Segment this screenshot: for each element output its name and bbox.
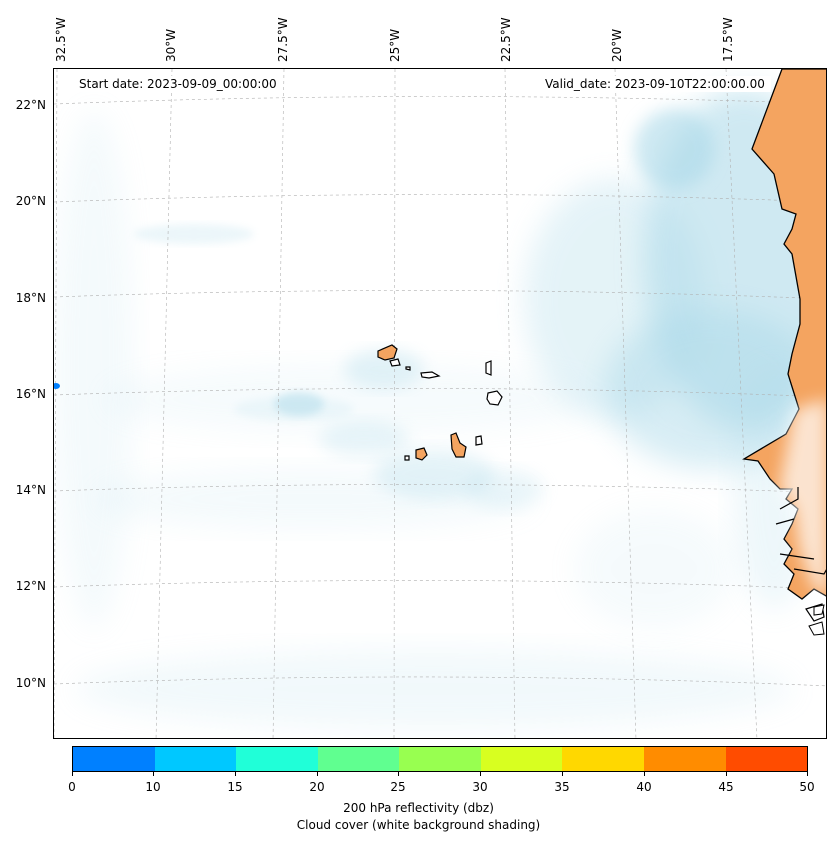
lon-label-25w: 25°W xyxy=(388,28,402,62)
colorbar-tick-mark xyxy=(726,772,727,776)
colorbar-tick-mark xyxy=(235,772,236,776)
coast-detail-outline xyxy=(775,487,826,622)
colorbar-tick-mark xyxy=(153,772,154,776)
lon-label-17-5w: 17.5°W xyxy=(721,17,735,62)
valid-date-label: Valid_date: 2023-09-10T22:00:00.00 xyxy=(539,76,771,92)
colorbar-tick-mark xyxy=(644,772,645,776)
colorbar-tick-mark xyxy=(480,772,481,776)
colorbar-tick-mark xyxy=(398,772,399,776)
lat-label-18n: 18°N xyxy=(15,291,46,305)
lon-label-20w: 20°W xyxy=(610,28,624,62)
island-santa-luzia xyxy=(405,366,411,371)
cloud-cover-shading xyxy=(54,89,826,729)
colorbar-tick-label: 45 xyxy=(718,780,734,794)
map-panel[interactable] xyxy=(53,68,827,739)
lon-label-32-5w: 32.5°W xyxy=(54,17,68,62)
colorbar-tick-label: 10 xyxy=(145,780,161,794)
colorbar-segment-7 xyxy=(643,747,726,771)
island-sao-vicente xyxy=(389,358,401,367)
map-canvas xyxy=(54,69,826,738)
colorbar-segment-0 xyxy=(73,747,155,771)
colorbar-tick-label: 40 xyxy=(636,780,652,794)
reflectivity-blob xyxy=(54,383,60,389)
colorbar-tick-label: 15 xyxy=(227,780,243,794)
graticule xyxy=(54,69,826,738)
island-sal xyxy=(485,360,492,376)
island-boa-vista xyxy=(486,390,503,406)
colorbar-tick-mark xyxy=(72,772,73,776)
colorbar-title: 200 hPa reflectivity (dbz) xyxy=(343,801,494,815)
lon-label-27-5w: 27.5°W xyxy=(276,17,290,62)
lat-label-20n: 20°N xyxy=(15,194,46,208)
colorbar-segment-4 xyxy=(399,747,481,771)
island-santiago xyxy=(450,432,467,458)
lon-label-30w: 30°W xyxy=(164,28,178,62)
lat-label-16n: 16°N xyxy=(15,387,46,401)
colorbar-segment-1 xyxy=(154,747,237,771)
lat-label-12n: 12°N xyxy=(15,579,46,593)
reflectivity-colorbar xyxy=(72,746,808,772)
island-santo-antao xyxy=(377,344,398,361)
colorbar-tick-label: 35 xyxy=(554,780,570,794)
island-fogo xyxy=(415,447,428,461)
lat-label-22n: 22°N xyxy=(15,98,46,112)
island-brava xyxy=(404,455,410,461)
bijagos-islands xyxy=(808,604,825,636)
colorbar-tick-label: 30 xyxy=(472,780,488,794)
colorbar-tick-label: 20 xyxy=(309,780,325,794)
colorbar-tick-mark xyxy=(317,772,318,776)
colorbar-tick-label: 25 xyxy=(390,780,406,794)
lat-label-10n: 10°N xyxy=(15,676,46,690)
start-date-label: Start date: 2023-09-09_00:00:00 xyxy=(73,76,283,92)
colorbar-segment-8 xyxy=(725,747,808,771)
island-maio xyxy=(475,435,483,446)
lon-label-22-5w: 22.5°W xyxy=(499,17,513,62)
colorbar-subtitle: Cloud cover (white background shading) xyxy=(296,818,541,832)
colorbar-segment-5 xyxy=(480,747,563,771)
colorbar-segment-6 xyxy=(562,747,644,771)
colorbar-tick-label: 50 xyxy=(799,780,815,794)
colorbar-segment-2 xyxy=(236,747,318,771)
colorbar-tick-mark xyxy=(807,772,808,776)
lat-label-14n: 14°N xyxy=(15,483,46,497)
colorbar-tick-mark xyxy=(562,772,563,776)
island-sao-nicolau xyxy=(420,371,441,379)
africa-interior-fade xyxy=(779,399,826,596)
cape-verde-islands xyxy=(377,344,503,461)
colorbar-tick-label: 0 xyxy=(68,780,76,794)
colorbar-segment-3 xyxy=(317,747,400,771)
